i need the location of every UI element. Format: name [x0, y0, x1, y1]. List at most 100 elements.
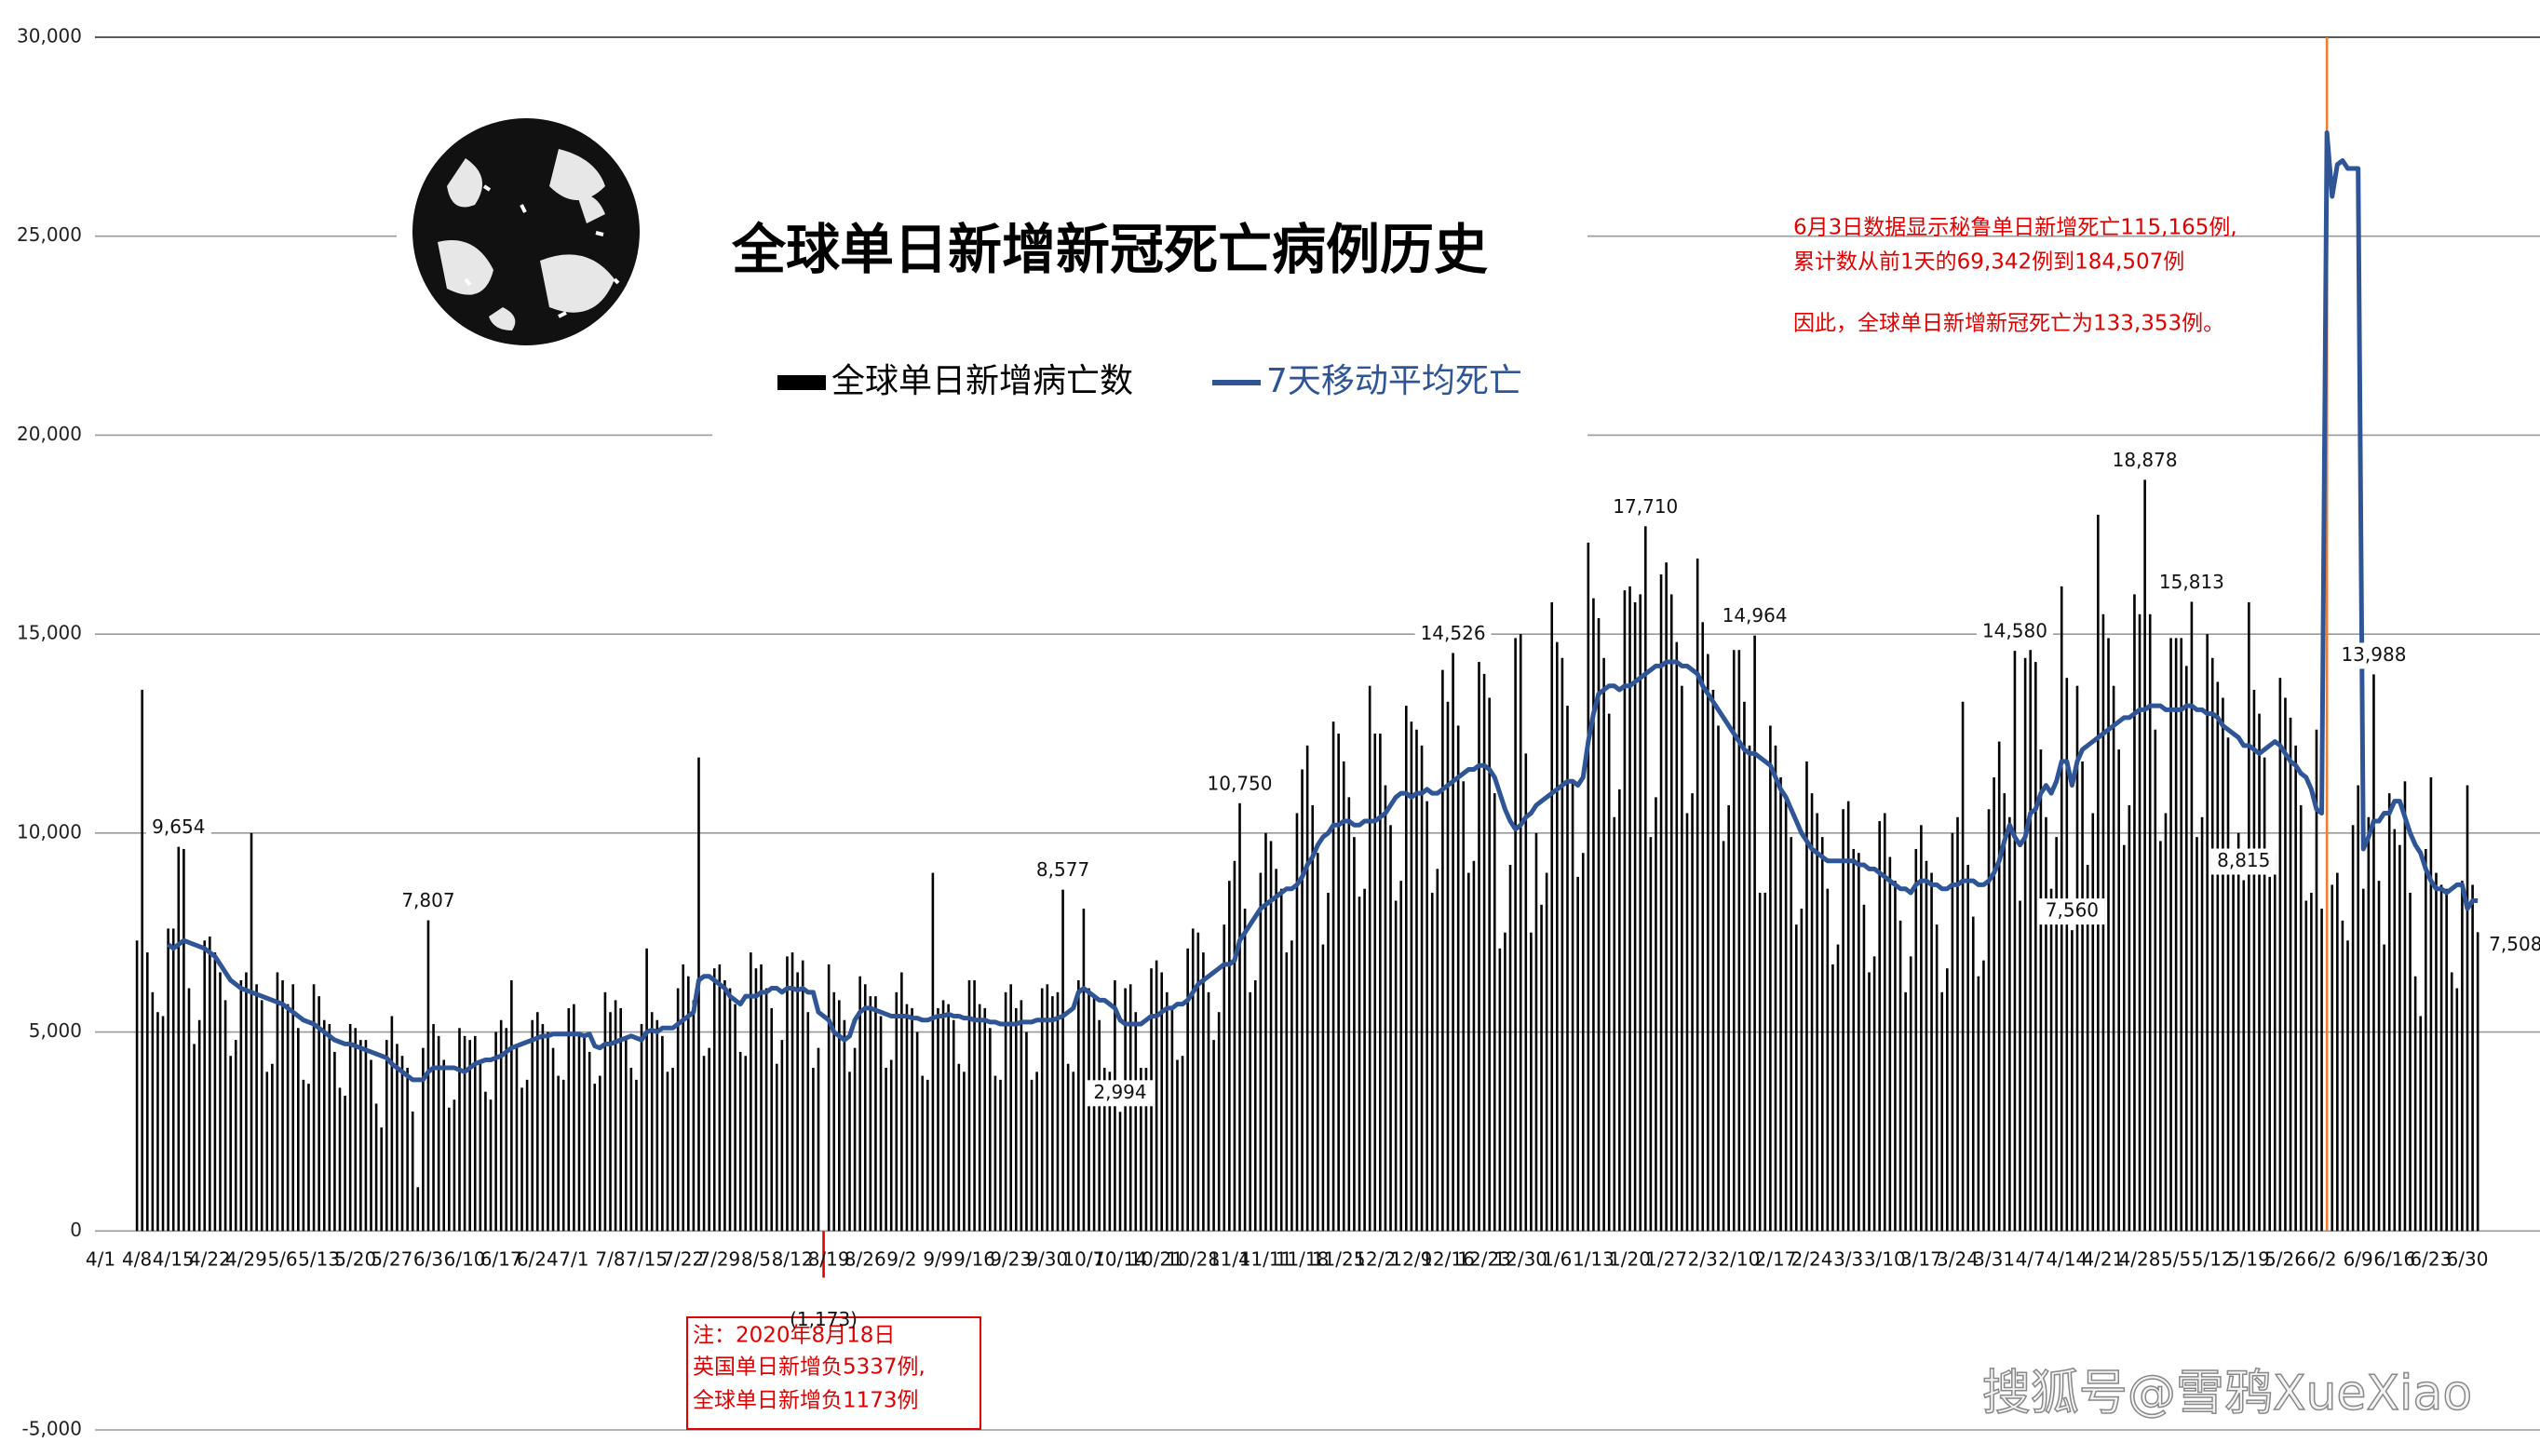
y-tick-label: 25,000	[17, 223, 82, 246]
bar	[1305, 745, 1309, 1232]
bar	[2117, 749, 2120, 1232]
bar	[2425, 848, 2427, 1232]
data-label: 9,654	[152, 816, 205, 838]
bar	[1191, 928, 1195, 1232]
bar	[473, 1035, 477, 1232]
bar	[1358, 897, 1361, 1232]
bar	[171, 928, 175, 1232]
bar	[551, 1047, 555, 1232]
data-label-bg	[2210, 848, 2277, 875]
x-tick-label: 4/21	[2082, 1248, 2124, 1271]
bar	[2055, 837, 2058, 1232]
bar	[1181, 1056, 1184, 1232]
bar	[291, 984, 295, 1232]
bar	[2232, 869, 2235, 1232]
data-label-bg	[1414, 621, 1492, 648]
bar	[1858, 853, 1860, 1232]
bar	[1748, 745, 1751, 1232]
bar	[380, 1127, 383, 1232]
bar	[1253, 980, 1257, 1232]
bar	[1394, 900, 1398, 1232]
bar	[738, 1051, 742, 1232]
bar	[1404, 706, 1408, 1232]
bar	[567, 1007, 571, 1232]
bar	[385, 1040, 388, 1232]
bar	[1930, 872, 1933, 1232]
bar	[1997, 741, 2001, 1232]
bar	[1217, 1012, 1221, 1232]
x-tick-label: 5/19	[2228, 1248, 2270, 1271]
bar	[1659, 574, 1663, 1232]
annotation: 累计数从前1天的69,342例到184,507例	[1793, 250, 2184, 275]
bar	[1202, 952, 1205, 1232]
bar	[2159, 841, 2162, 1232]
bar	[822, 1231, 825, 1278]
bar	[2169, 638, 2172, 1232]
bar	[723, 980, 726, 1232]
bar	[931, 872, 935, 1232]
bar	[2008, 816, 2011, 1232]
bar	[2107, 638, 2110, 1232]
bar	[1259, 872, 1263, 1232]
bar	[2320, 909, 2323, 1232]
bar	[505, 1028, 508, 1232]
x-tick-label: 12/23	[1457, 1248, 1511, 1271]
data-label: 10,750	[1208, 772, 1273, 794]
bar	[1368, 685, 1371, 1232]
bar	[2122, 844, 2126, 1232]
bar	[1399, 881, 1403, 1232]
x-tick-label: 6/9	[2344, 1248, 2373, 1271]
x-tick-label: 3/3	[1833, 1248, 1863, 1271]
bar	[479, 1063, 482, 1232]
chart-title: 全球单日新增新冠死亡病例历史	[731, 218, 1488, 281]
bar	[1883, 813, 1886, 1232]
bar	[1128, 984, 1132, 1232]
bar	[629, 1068, 633, 1232]
bar	[1092, 996, 1096, 1232]
x-tick-label: 8/5	[741, 1248, 771, 1271]
annotation: 英国单日新增负5337例,	[693, 1355, 925, 1380]
bar	[770, 1007, 773, 1232]
bar	[2180, 638, 2183, 1232]
bar	[2304, 900, 2308, 1232]
bar	[2450, 972, 2453, 1232]
bar	[250, 832, 253, 1232]
x-tick-label: 4/1	[86, 1248, 115, 1271]
bar	[1982, 960, 1985, 1232]
bar	[2383, 944, 2385, 1232]
x-tick-label: 5/26	[2264, 1248, 2306, 1271]
x-tick-label: 10/7	[1062, 1248, 1104, 1271]
bar	[2299, 804, 2303, 1232]
bar	[416, 1187, 420, 1232]
data-label: 7,560	[2046, 899, 2099, 922]
annotation: 因此，全球单日新增新冠死亡为133,353例。	[1793, 312, 2224, 336]
bar	[177, 846, 181, 1232]
x-tick-label: 4/14	[2046, 1248, 2087, 1271]
bar	[915, 1031, 919, 1232]
bars	[135, 37, 2479, 1278]
data-label-bg	[395, 888, 461, 915]
bar	[577, 1031, 581, 1232]
bar	[1046, 984, 1049, 1232]
bar	[712, 968, 716, 1232]
bar	[744, 1056, 748, 1232]
bar	[2065, 678, 2069, 1232]
bar	[1077, 980, 1080, 1232]
bar	[1331, 721, 1335, 1232]
bar	[1790, 837, 1793, 1232]
bar	[1020, 1000, 1023, 1232]
bar	[2351, 825, 2355, 1232]
bar	[1452, 653, 1454, 1232]
bar	[2138, 613, 2141, 1232]
bar	[1176, 1059, 1179, 1232]
bar	[941, 1000, 945, 1232]
y-tick-label: 5,000	[29, 1019, 82, 1042]
bar	[2242, 880, 2246, 1232]
bar	[1566, 706, 1569, 1232]
bar	[1373, 734, 1377, 1232]
bar	[1550, 601, 1554, 1232]
bar	[239, 980, 243, 1232]
bar	[135, 940, 139, 1232]
bar	[2461, 881, 2464, 1232]
